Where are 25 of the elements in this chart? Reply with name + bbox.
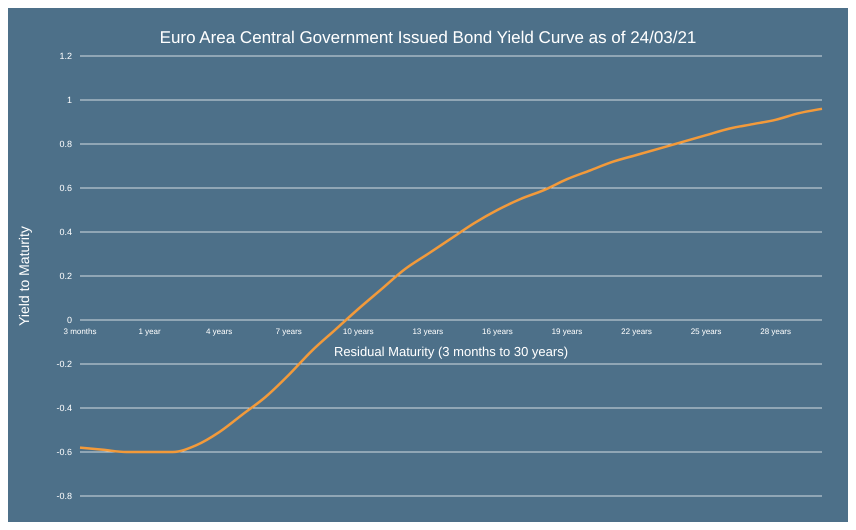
y-tick-label: 0.8 xyxy=(59,139,72,150)
x-tick-label: 28 years xyxy=(760,327,791,336)
x-tick-label: 3 months xyxy=(64,327,96,336)
x-tick-label: 25 years xyxy=(690,327,722,336)
x-tick-label: 13 years xyxy=(412,327,444,336)
x-tick-label: 19 years xyxy=(552,327,582,336)
x-tick-label: 1 year xyxy=(138,327,162,336)
y-tick-label: 0.6 xyxy=(59,183,72,194)
y-tick-label: 0.2 xyxy=(59,271,72,282)
y-tick-label: -0.4 xyxy=(56,403,72,414)
x-tick-label: 16 years xyxy=(482,327,513,336)
x-tick-label: 4 years xyxy=(206,327,232,336)
x-axis-title: Residual Maturity (3 months to 30 years) xyxy=(334,344,568,359)
y-tick-label: -0.2 xyxy=(56,359,72,370)
y-tick-label: -0.6 xyxy=(56,447,72,458)
y-tick-label: -0.8 xyxy=(56,491,72,502)
y-tick-label: 1 xyxy=(66,95,72,106)
y-axis-title: Yield to Maturity xyxy=(16,226,32,326)
x-tick-label: 10 years xyxy=(342,327,374,336)
y-tick-label: 0.4 xyxy=(59,227,72,238)
y-tick-label: 1.2 xyxy=(59,51,72,62)
chart-title: Euro Area Central Government Issued Bond Yield Curve as of 24/03/21 xyxy=(158,28,698,48)
x-tick-label: 22 years xyxy=(621,327,652,336)
y-tick-label: 0 xyxy=(66,315,72,326)
x-tick-label: 7 years xyxy=(276,327,302,336)
